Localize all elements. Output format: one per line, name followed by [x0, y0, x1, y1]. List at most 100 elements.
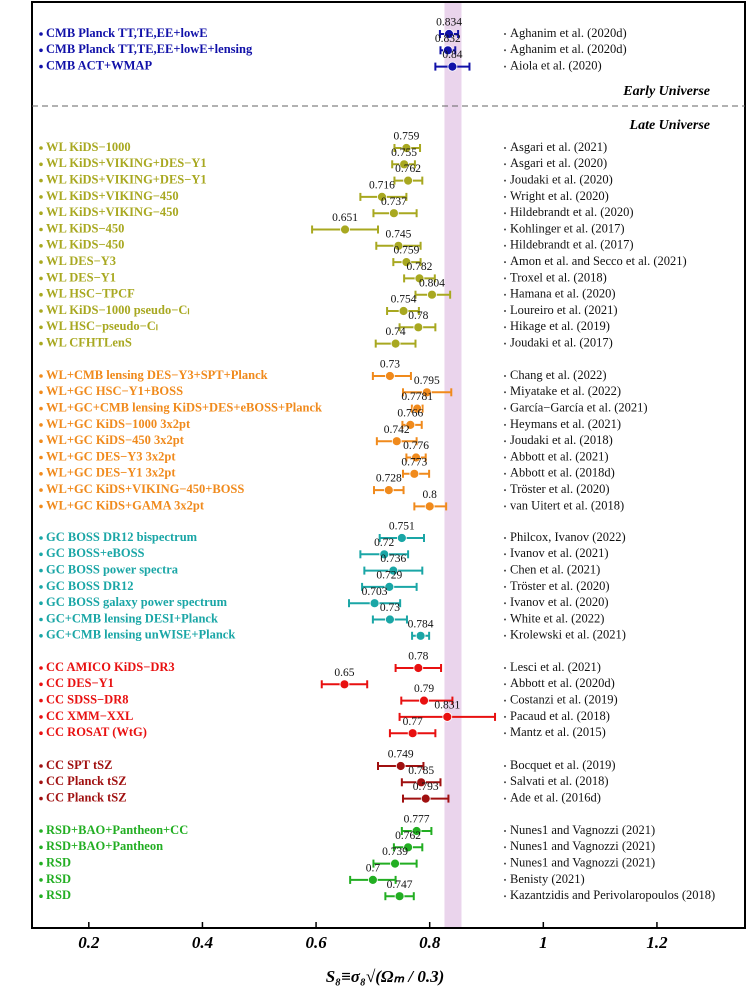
value-label: 0.832 [435, 33, 461, 45]
ref-bullet [504, 342, 506, 345]
ref-bullet [504, 569, 506, 572]
value-label: 0.77 [403, 716, 423, 728]
reference: White et al. (2022) [510, 611, 604, 625]
bullet [39, 504, 43, 509]
row-label: CC ROSAT (WtG) [46, 725, 147, 739]
point [388, 565, 399, 576]
reference: Salvati et al. (2018) [510, 774, 609, 788]
value-label: 0.728 [376, 473, 402, 485]
reference: Pacaud et al. (2018) [510, 709, 610, 723]
bullet [39, 244, 43, 248]
reference: Krolewski et al. (2021) [510, 628, 626, 642]
bullet [39, 227, 43, 232]
x-tick-label: 1.2 [646, 933, 668, 952]
row-label: WL+GC KiDS+GAMA 3x2pt [46, 498, 205, 512]
ref-bullet [504, 846, 506, 849]
bullet [39, 292, 43, 297]
bullet [39, 374, 43, 378]
row-label: WL KiDS−450 [46, 221, 124, 235]
point [442, 712, 453, 722]
bullet [39, 195, 43, 199]
value-label: 0.73 [380, 359, 400, 371]
point [401, 143, 412, 153]
reference: Lesci et al. (2021) [510, 660, 601, 674]
row-label: CMB Planck TT,TE,EE+lowE+lensing [46, 42, 253, 56]
point [447, 61, 458, 72]
ref-bullet [504, 585, 506, 588]
reference: Asgari et al. (2020) [510, 156, 607, 170]
row-label: WL+GC DES−Y3 3x2pt [46, 449, 176, 463]
value-label: 0.804 [419, 277, 445, 289]
reference: Mantz et al. (2015) [510, 725, 606, 739]
reference: Joudaki et al. (2017) [510, 335, 613, 349]
reference: Nunes1 and Vagnozzi (2021) [510, 839, 655, 853]
value-label: 0.79 [414, 683, 434, 695]
reference-band [444, 3, 462, 927]
value-label: 0.737 [381, 196, 407, 208]
point [390, 858, 400, 869]
reference: Philcox, Ivanov (2022) [510, 530, 626, 544]
point [407, 728, 418, 739]
ref-bullet [504, 489, 506, 492]
bullet [39, 682, 43, 687]
bullet [39, 536, 43, 540]
reference: Tröster et al. (2020) [510, 579, 610, 593]
reference: Abbott et al. (2021) [510, 449, 609, 463]
value-label: 0.784 [408, 618, 434, 630]
row-label: GC BOSS DR12 bispectrum [46, 530, 198, 544]
row-label: CMB Planck TT,TE,EE+lowE [46, 26, 208, 40]
point [401, 257, 412, 268]
point [339, 679, 350, 690]
value-label: 0.834 [436, 17, 462, 29]
ref-bullet [504, 33, 506, 35]
point [403, 175, 414, 186]
ref-bullet [504, 715, 506, 718]
value-label: 0.73 [380, 602, 400, 614]
value-label: 0.7781 [401, 391, 433, 403]
point [383, 485, 394, 496]
row-label: WL DES−Y1 [46, 270, 116, 284]
value-label: 0.793 [413, 781, 439, 793]
bullet [39, 878, 43, 882]
bullet [39, 568, 43, 573]
reference: Troxel et al. (2018) [510, 270, 607, 284]
point [412, 403, 423, 414]
row-label: GC BOSS DR12 [46, 579, 134, 593]
reference: Tröster et al. (2020) [510, 482, 610, 496]
ref-bullet [504, 310, 506, 312]
value-label: 0.749 [388, 749, 414, 761]
ref-bullet [504, 293, 506, 296]
point [390, 338, 401, 349]
point [379, 549, 390, 560]
ref-bullet [504, 472, 506, 475]
value-label: 0.78 [408, 651, 428, 663]
value-label: 0.782 [407, 261, 433, 273]
row-label: CC AMICO KiDS−DR3 [46, 660, 175, 674]
ref-bullet [504, 49, 506, 52]
reference: van Uitert et al. (2018) [510, 498, 624, 512]
point [415, 630, 426, 641]
row-label: RSD [46, 872, 71, 886]
point [444, 29, 454, 39]
point [421, 387, 432, 398]
ref-bullet [504, 553, 506, 556]
point [384, 582, 395, 592]
ref-bullet [504, 375, 506, 377]
ref-bullet [504, 699, 506, 702]
reference: Hikage et al. (2019) [510, 319, 610, 333]
value-label: 0.65 [334, 667, 354, 679]
row-label: WL KiDS+VIKING+DES−Y1 [46, 172, 207, 186]
row-label: WL DES−Y3 [46, 254, 116, 268]
point [413, 322, 424, 333]
row-label: CC SDSS−DR8 [46, 692, 129, 706]
bullet [39, 552, 43, 557]
ref-bullet [504, 797, 506, 800]
bullet [39, 764, 43, 768]
bullet [39, 48, 43, 53]
point [416, 777, 427, 788]
row-label: WL KiDS−1000 [46, 140, 131, 154]
value-label: 0.703 [362, 586, 388, 598]
bullet [39, 32, 43, 36]
ref-bullet [504, 65, 506, 68]
ref-bullet [504, 537, 506, 539]
